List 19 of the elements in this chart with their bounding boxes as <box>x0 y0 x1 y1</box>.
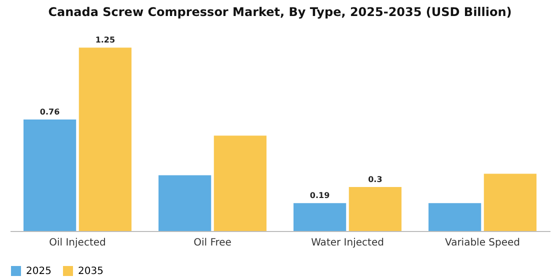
data-label: 0.3 <box>368 175 382 184</box>
x-tick-label: Oil Injected <box>49 238 106 248</box>
bar <box>294 203 346 231</box>
legend-label: 2025 <box>26 266 52 277</box>
x-tick-label: Water Injected <box>311 238 384 248</box>
bar <box>428 203 482 231</box>
x-tick-label: Oil Free <box>194 238 232 248</box>
data-label: 0.76 <box>40 108 60 117</box>
data-label: 0.19 <box>310 191 330 200</box>
chart-title: Canada Screw Compressor Market, By Type, 2025-2035 (USD Billion) <box>48 5 512 19</box>
bar <box>484 174 536 231</box>
x-tick-label: Variable Speed <box>444 238 520 248</box>
bar <box>158 175 212 231</box>
bar <box>214 136 266 231</box>
data-label: 1.25 <box>95 36 116 45</box>
bar <box>24 120 76 231</box>
bar <box>78 48 132 231</box>
bar <box>348 187 402 231</box>
legend-label: 2035 <box>78 266 104 277</box>
